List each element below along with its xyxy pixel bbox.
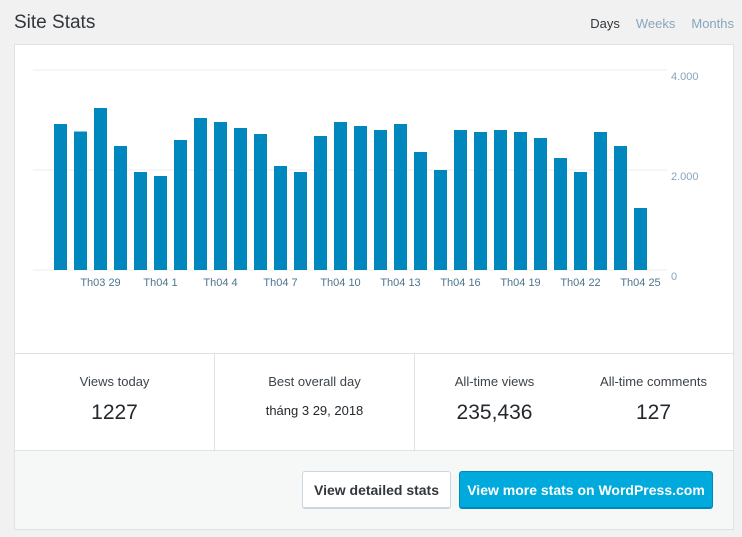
x-tick-label: Th04 13 bbox=[380, 277, 420, 289]
chart-bar[interactable] bbox=[374, 130, 387, 270]
stats-card: 4.000 2.000 0 Th03 29 Th04 1 Th04 4 Th04 7 Th0… bbox=[14, 44, 734, 530]
views-today-label: Views today bbox=[79, 374, 150, 389]
chart-bar[interactable] bbox=[74, 131, 87, 271]
chart-bar[interactable] bbox=[394, 124, 407, 270]
alltime-stats: All-time views 235,436 All-time comments… bbox=[415, 354, 733, 450]
x-tick-label: Th04 16 bbox=[440, 277, 480, 289]
x-tick-label: Th04 19 bbox=[500, 277, 540, 289]
chart-bar[interactable] bbox=[274, 166, 287, 270]
tab-days[interactable]: Days bbox=[590, 16, 620, 31]
stats-summary-row: Views today 1227 Best overall day tháng … bbox=[15, 353, 733, 451]
chart-bar[interactable] bbox=[454, 130, 467, 270]
view-wpcom-stats-button[interactable]: View more stats on WordPress.com bbox=[459, 471, 713, 509]
best-day-stat: Best overall day tháng 3 29, 2018 bbox=[215, 354, 415, 450]
alltime-comments-label: All-time comments bbox=[600, 374, 707, 389]
chart-bar[interactable] bbox=[614, 146, 627, 270]
x-tick-label: Th04 22 bbox=[560, 277, 600, 289]
tab-months[interactable]: Months bbox=[691, 16, 734, 31]
alltime-views-stat: All-time views 235,436 bbox=[415, 374, 574, 450]
x-tick-label: Th04 1 bbox=[143, 277, 177, 289]
chart-bar[interactable] bbox=[574, 172, 587, 270]
y-tick-label: 0 bbox=[671, 271, 677, 283]
chart-area: 4.000 2.000 0 Th03 29 Th04 1 Th04 4 Th04 7 Th0… bbox=[15, 45, 733, 353]
chart-bar[interactable] bbox=[114, 146, 127, 270]
widget-title: Site Stats bbox=[14, 12, 96, 33]
chart-bar[interactable] bbox=[594, 132, 607, 270]
chart-bar[interactable] bbox=[414, 152, 427, 270]
best-day-label: Best overall day bbox=[268, 374, 361, 389]
x-tick-label: Th04 25 bbox=[620, 277, 660, 289]
alltime-views-label: All-time views bbox=[454, 374, 535, 389]
alltime-views-value: 235,436 bbox=[456, 401, 533, 424]
chart-bar[interactable] bbox=[154, 176, 167, 270]
chart-bar[interactable] bbox=[194, 118, 207, 270]
chart-bar[interactable] bbox=[294, 172, 307, 270]
alltime-comments-stat: All-time comments 127 bbox=[574, 374, 733, 450]
chart-bar[interactable] bbox=[174, 140, 187, 270]
chart-bar[interactable] bbox=[554, 158, 567, 270]
chart-bar[interactable] bbox=[434, 170, 447, 270]
alltime-comments-value: 127 bbox=[635, 401, 672, 424]
x-tick-label: Th04 4 bbox=[203, 277, 237, 289]
chart-bar[interactable] bbox=[634, 208, 647, 270]
chart-bar[interactable] bbox=[534, 138, 547, 270]
range-tabs: Days Weeks Months bbox=[590, 16, 734, 31]
views-bar-chart: 4.000 2.000 0 Th03 29 Th04 1 Th04 4 Th04 7 Th0… bbox=[33, 69, 699, 289]
tab-weeks[interactable]: Weeks bbox=[635, 16, 676, 31]
x-tick-label: Th03 29 bbox=[80, 277, 120, 289]
chart-bar[interactable] bbox=[134, 172, 147, 270]
views-today-value: 1227 bbox=[91, 401, 138, 424]
y-tick-label: 4.000 bbox=[671, 71, 699, 83]
view-detailed-stats-button[interactable]: View detailed stats bbox=[302, 471, 451, 509]
chart-bar[interactable] bbox=[234, 128, 247, 270]
chart-bar[interactable] bbox=[214, 122, 227, 270]
chart-bar[interactable] bbox=[354, 126, 367, 270]
chart-bar[interactable] bbox=[474, 132, 487, 270]
chart-bar[interactable] bbox=[514, 132, 527, 270]
best-day-value: tháng 3 29, 2018 bbox=[265, 403, 364, 418]
chart-bar[interactable] bbox=[54, 124, 67, 270]
views-today-stat: Views today 1227 bbox=[15, 354, 215, 450]
x-tick-label: Th04 7 bbox=[263, 277, 297, 289]
y-tick-label: 2.000 bbox=[671, 171, 699, 183]
chart-bar[interactable] bbox=[334, 122, 347, 270]
chart-bar[interactable] bbox=[494, 130, 507, 270]
card-footer: View detailed stats View more stats on W… bbox=[15, 451, 733, 529]
chart-bar[interactable] bbox=[314, 136, 327, 270]
x-tick-label: Th04 10 bbox=[320, 277, 360, 289]
chart-bar[interactable] bbox=[94, 108, 107, 270]
chart-bar[interactable] bbox=[254, 134, 267, 270]
